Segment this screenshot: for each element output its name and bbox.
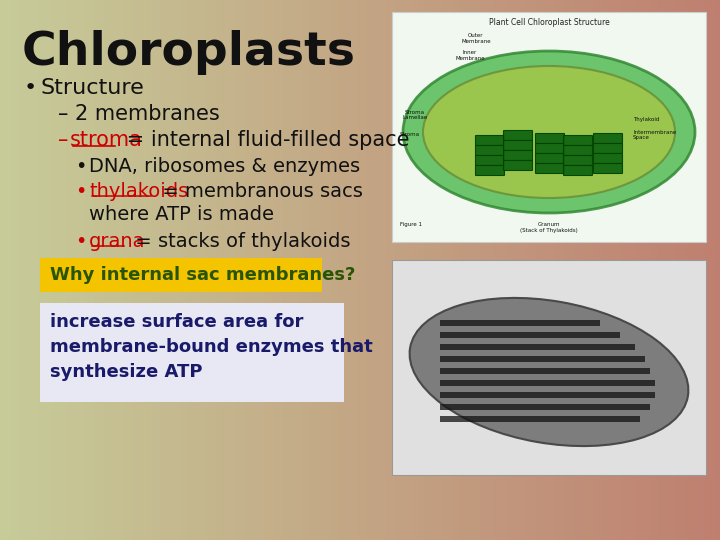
FancyBboxPatch shape [593,133,623,144]
Text: Chloroplasts: Chloroplasts [22,30,356,75]
Text: Stroma: Stroma [400,132,420,138]
Text: Granum
(Stack of Thylakoids): Granum (Stack of Thylakoids) [520,222,578,233]
Text: •: • [75,232,86,251]
Text: thylakoids: thylakoids [89,182,188,201]
Text: grana: grana [89,232,145,251]
FancyBboxPatch shape [564,165,593,176]
Ellipse shape [410,298,688,446]
Ellipse shape [423,66,675,198]
Text: Inner
Membrane: Inner Membrane [455,50,485,61]
FancyBboxPatch shape [475,165,505,176]
FancyBboxPatch shape [40,303,344,402]
FancyBboxPatch shape [440,404,650,410]
FancyBboxPatch shape [475,145,505,156]
FancyBboxPatch shape [503,140,533,151]
FancyBboxPatch shape [536,164,564,173]
FancyBboxPatch shape [536,144,564,153]
Text: •: • [24,78,37,98]
Text: •: • [75,182,86,201]
FancyBboxPatch shape [392,12,706,242]
Text: Intermembrane
Space: Intermembrane Space [633,130,676,140]
Text: where ATP is made: where ATP is made [89,205,274,224]
Text: Why internal sac membranes?: Why internal sac membranes? [50,266,356,284]
Text: Plant Cell Chloroplast Structure: Plant Cell Chloroplast Structure [489,18,609,27]
Text: increase surface area for
membrane-bound enzymes that
synthesize ATP: increase surface area for membrane-bound… [50,313,373,381]
FancyBboxPatch shape [40,258,322,292]
FancyBboxPatch shape [564,145,593,156]
FancyBboxPatch shape [475,156,505,165]
FancyBboxPatch shape [503,131,533,140]
Text: = stacks of thylakoids: = stacks of thylakoids [129,232,351,251]
FancyBboxPatch shape [440,320,600,326]
FancyBboxPatch shape [503,151,533,160]
Text: = membranous sacs: = membranous sacs [156,182,363,201]
Text: DNA, ribosomes & enzymes: DNA, ribosomes & enzymes [89,157,360,176]
FancyBboxPatch shape [392,260,706,475]
Text: = internal fluid-filled space: = internal fluid-filled space [120,130,410,150]
Text: Outer
Membrane: Outer Membrane [462,33,491,44]
Text: •: • [75,157,86,176]
Text: stroma: stroma [70,130,143,150]
FancyBboxPatch shape [440,380,655,386]
FancyBboxPatch shape [475,136,505,145]
FancyBboxPatch shape [536,153,564,164]
Text: –: – [58,130,68,150]
Ellipse shape [403,51,695,213]
FancyBboxPatch shape [440,332,620,338]
FancyBboxPatch shape [536,133,564,144]
Text: Stroma
Lamellae: Stroma Lamellae [402,110,428,120]
Text: Figure 1: Figure 1 [400,222,422,227]
FancyBboxPatch shape [564,156,593,165]
Text: – 2 membranes: – 2 membranes [58,104,220,124]
Text: Structure: Structure [40,78,144,98]
Text: Thylakoid: Thylakoid [633,118,660,123]
FancyBboxPatch shape [593,153,623,164]
FancyBboxPatch shape [440,416,640,422]
FancyBboxPatch shape [503,160,533,171]
FancyBboxPatch shape [440,392,655,398]
FancyBboxPatch shape [440,368,650,374]
FancyBboxPatch shape [593,144,623,153]
FancyBboxPatch shape [593,164,623,173]
FancyBboxPatch shape [564,136,593,145]
FancyBboxPatch shape [440,356,645,362]
FancyBboxPatch shape [440,344,635,350]
